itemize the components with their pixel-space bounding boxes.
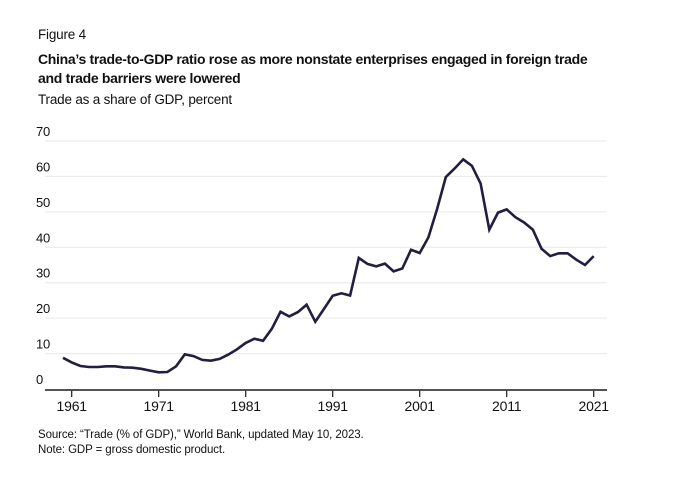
chart-title: China’s trade-to-GDP ratio rose as more … xyxy=(38,50,588,88)
x-ticks-and-labels: 1961 1971 1981 1991 2001 2011 2021 xyxy=(57,390,610,414)
x-tick-label: 1991 xyxy=(318,398,349,414)
x-tick-label: 2001 xyxy=(405,398,436,414)
y-tick-label: 30 xyxy=(36,266,50,281)
chart-title-line-1: China’s trade-to-GDP ratio rose as more … xyxy=(38,51,588,67)
y-tick-label: 0 xyxy=(36,372,43,387)
x-tick-label: 1971 xyxy=(144,398,175,414)
y-tick-label: 20 xyxy=(36,301,50,316)
x-tick-label: 1961 xyxy=(57,398,88,414)
x-tick-label: 2011 xyxy=(492,398,522,414)
source-note-block: Source: “Trade (% of GDP),” World Bank, … xyxy=(38,428,364,458)
source-line: Source: “Trade (% of GDP),” World Bank, … xyxy=(38,429,364,441)
y-tick-label: 70 xyxy=(36,124,50,139)
y-tick-label: 40 xyxy=(36,230,50,245)
y-grid-and-labels: 0 10 20 30 40 50 60 70 xyxy=(36,124,607,387)
figure-label: Figure 4 xyxy=(38,27,86,42)
trade-share-line xyxy=(62,157,595,374)
y-tick-label: 50 xyxy=(36,195,50,210)
x-tick-label: 1981 xyxy=(231,398,262,414)
x-tick-label: 2021 xyxy=(579,398,610,414)
y-tick-label: 60 xyxy=(36,159,50,174)
chart-title-line-2: and trade barriers were lowered xyxy=(38,70,241,86)
y-tick-label: 10 xyxy=(36,337,50,352)
chart-subtitle: Trade as a share of GDP, percent xyxy=(38,92,232,107)
note-line: Note: GDP = gross domestic product. xyxy=(38,444,226,456)
